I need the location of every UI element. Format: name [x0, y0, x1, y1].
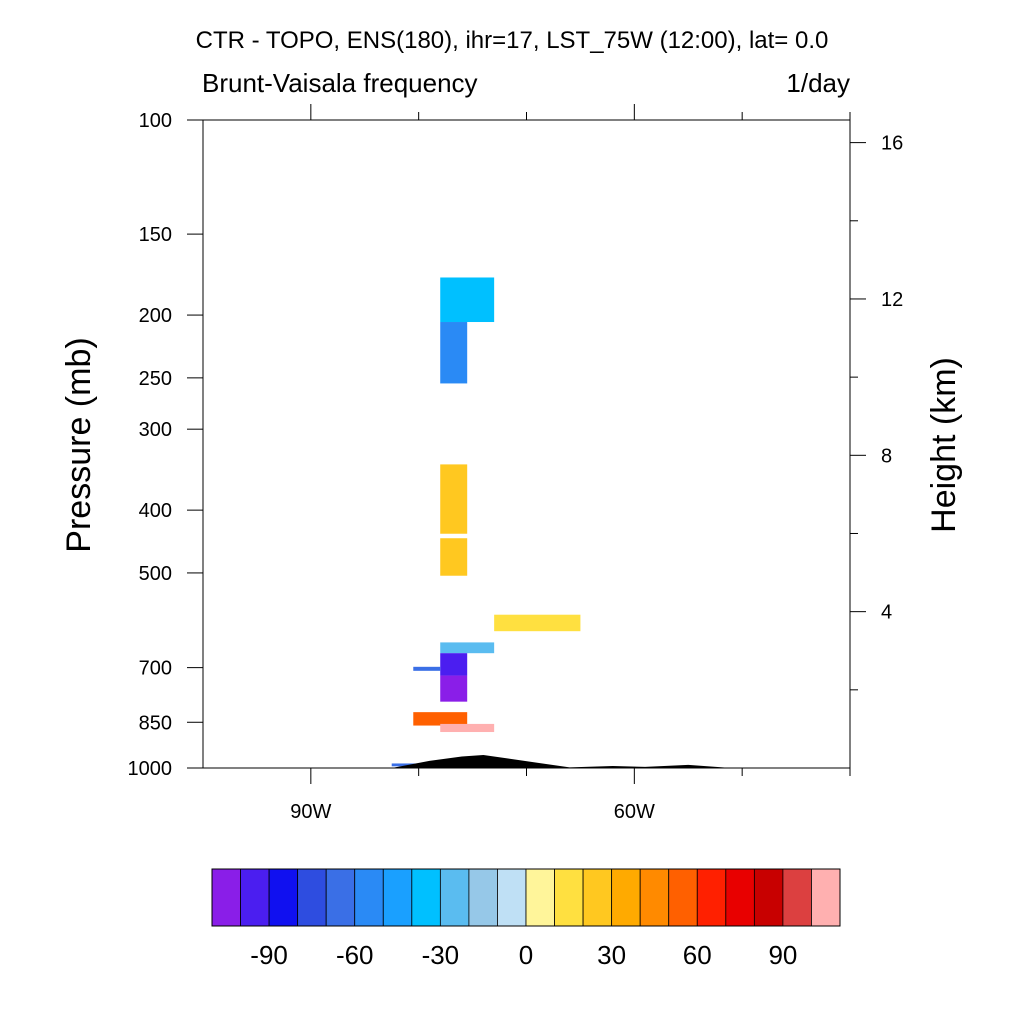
- contour-regions: [391, 277, 581, 767]
- contour-region-2: [440, 464, 468, 534]
- plot-frame: [202, 119, 851, 769]
- contour-region-6: [440, 653, 468, 676]
- colorbar: [211, 868, 841, 927]
- colorbar-label: 90: [768, 940, 797, 970]
- y-tick-label: 300: [139, 419, 172, 441]
- colorbar-box-19: [753, 868, 784, 927]
- x-tick-label: 60W: [614, 801, 655, 823]
- contour-region-4: [494, 614, 581, 632]
- colorbar-box-12: [554, 868, 584, 927]
- contour-region-0: [440, 277, 495, 323]
- contour-region-5: [440, 642, 495, 654]
- colorbar-box-15: [639, 868, 670, 927]
- colorbar-box-20: [782, 868, 812, 927]
- colorbar-label: 0: [519, 940, 533, 970]
- colorbar-box-21: [811, 868, 841, 927]
- colorbar-box-10: [497, 868, 527, 927]
- x-tick-labels: 90W 60W: [290, 801, 655, 823]
- y-tick-label: 700: [139, 658, 172, 680]
- y-right-tick-labels: 16 12 8 4: [881, 133, 903, 624]
- axis-ticks: [187, 104, 866, 784]
- y-tick-label: 1000: [128, 758, 173, 780]
- colorbar-box-8: [439, 868, 470, 927]
- colorbar-box-2: [268, 868, 299, 927]
- colorbar-box-18: [725, 868, 755, 927]
- y-tick-label: 850: [139, 712, 172, 734]
- colorbar-label: -90: [250, 940, 288, 970]
- colorbar-label: -30: [422, 940, 460, 970]
- contour-region-8: [413, 666, 441, 671]
- colorbar-box-5: [354, 868, 384, 927]
- colorbar-label: 60: [683, 940, 712, 970]
- colorbar-box-1: [240, 868, 270, 927]
- y-axis-label: Pressure (mb): [60, 337, 98, 552]
- colorbar-box-13: [582, 868, 613, 927]
- y-axis-label-right: Height (km): [925, 357, 963, 533]
- colorbar-box-0: [211, 868, 241, 927]
- y-tick-label: 400: [139, 500, 172, 522]
- y-right-tick-label: 16: [881, 133, 903, 155]
- contour-region-7: [440, 675, 468, 702]
- colorbar-box-9: [468, 868, 498, 927]
- colorbar-label: -60: [336, 940, 374, 970]
- topography: [391, 755, 732, 768]
- colorbar-box-3: [297, 868, 327, 927]
- chart-title: CTR - TOPO, ENS(180), ihr=17, LST_75W (1…: [196, 27, 829, 54]
- y-tick-label: 100: [139, 110, 172, 132]
- y-tick-label: 150: [139, 224, 172, 246]
- colorbar-box-4: [325, 868, 356, 927]
- colorbar-box-17: [696, 868, 727, 927]
- y-tick-label: 500: [139, 563, 172, 585]
- y-right-tick-label: 4: [881, 602, 892, 624]
- terrain-polygon: [391, 755, 732, 768]
- y-right-tick-label: 12: [881, 289, 903, 311]
- y-tick-label: 200: [139, 305, 172, 327]
- chart-subtitle-left: Brunt-Vaisala frequency: [202, 68, 478, 98]
- y-tick-label: 250: [139, 368, 172, 390]
- chart-subtitle-right: 1/day: [786, 68, 850, 98]
- colorbar-box-6: [382, 868, 413, 927]
- colorbar-box-16: [668, 868, 698, 927]
- y-right-tick-label: 8: [881, 445, 892, 467]
- colorbar-label: 30: [597, 940, 626, 970]
- colorbar-tick-labels: -90 -60 -30 0 30 60 90: [250, 940, 797, 970]
- colorbar-frame: [211, 868, 841, 927]
- x-tick-label: 90W: [290, 801, 331, 823]
- contour-region-3: [440, 538, 468, 576]
- y-tick-labels: 100 150 200 250 300 400 500 700 850 1000: [128, 110, 173, 780]
- contour-region-10: [440, 723, 495, 733]
- contour-region-1: [440, 322, 468, 384]
- colorbar-box-14: [611, 868, 641, 927]
- contour-region-9: [413, 712, 468, 726]
- colorbar-box-11: [525, 868, 555, 927]
- contour-region-11: [391, 763, 419, 767]
- colorbar-box-7: [411, 868, 441, 927]
